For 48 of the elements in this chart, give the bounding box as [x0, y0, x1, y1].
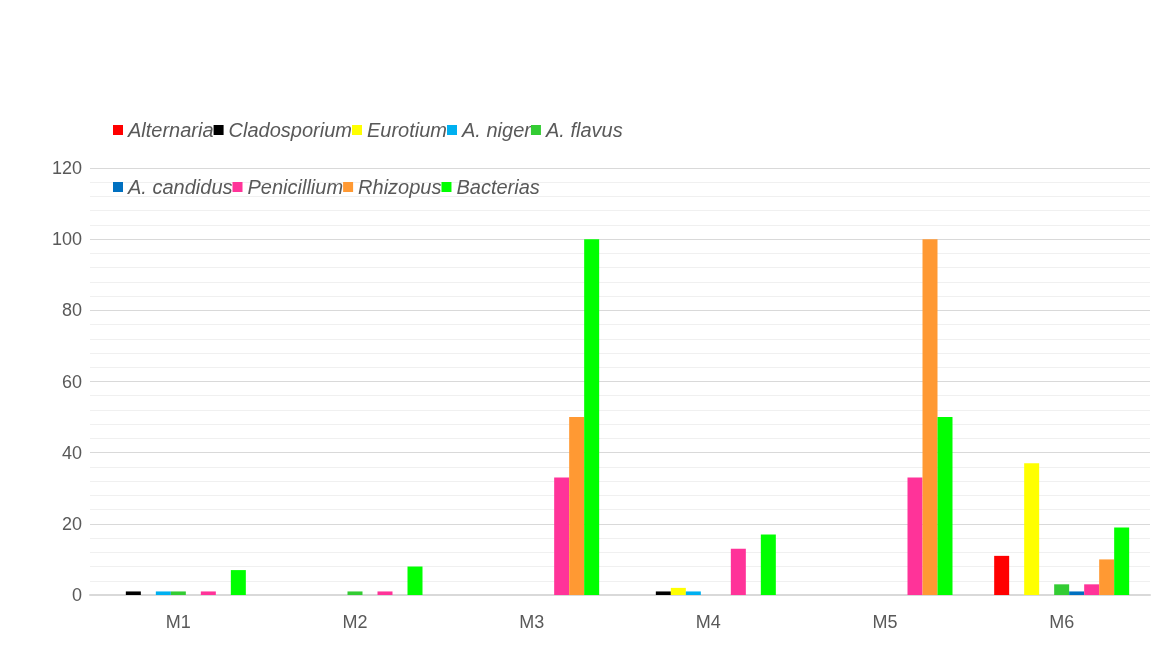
x-tick-label: M2 — [342, 612, 368, 632]
bar — [1069, 591, 1085, 595]
y-tick-label: 100 — [51, 229, 82, 250]
y-tick-label: 60 — [61, 371, 82, 392]
legend-label: Cladosporium — [228, 119, 352, 141]
legend-label: Penicillium — [247, 176, 344, 198]
bar — [685, 591, 701, 595]
bar — [1114, 527, 1130, 595]
legend-label: Alternaria — [127, 119, 214, 141]
bar — [554, 477, 570, 595]
bar — [1099, 559, 1115, 595]
x-tick-label: M1 — [165, 612, 191, 632]
bar — [230, 570, 246, 595]
legend-label: Eurotium — [366, 119, 448, 141]
bar — [584, 239, 600, 595]
legend-label: A. candidus — [127, 176, 233, 198]
x-tick-label: M3 — [519, 612, 545, 632]
bar — [347, 591, 363, 595]
bar — [1054, 584, 1070, 595]
bar — [125, 591, 141, 595]
bar — [907, 477, 923, 595]
y-tick-label: 80 — [61, 300, 82, 321]
legend-label: Rhizopus — [358, 176, 442, 198]
bar — [155, 591, 171, 595]
x-tick-label: M4 — [695, 612, 721, 632]
bar — [569, 417, 585, 595]
bar — [730, 548, 746, 595]
bar — [937, 417, 953, 595]
bar — [407, 566, 423, 595]
bar — [922, 239, 938, 595]
y-tick-label: 120 — [51, 158, 82, 178]
bar — [760, 534, 776, 595]
y-tick-label: 0 — [71, 585, 82, 605]
bar — [377, 591, 393, 595]
legend-label: A. niger — [461, 119, 533, 141]
y-tick-label: 20 — [61, 513, 82, 534]
bar — [1024, 463, 1040, 595]
y-tick-label: 40 — [61, 442, 82, 463]
x-tick-label: M5 — [872, 612, 898, 632]
bar — [670, 587, 686, 595]
bar — [200, 591, 216, 595]
bar — [1084, 584, 1100, 595]
bar — [994, 555, 1010, 595]
legend-label: Bacterias — [456, 176, 540, 198]
bar — [170, 591, 186, 595]
x-tick-label: M6 — [1049, 612, 1075, 632]
legend-label: A. flavus — [544, 119, 623, 141]
bar — [655, 591, 671, 595]
